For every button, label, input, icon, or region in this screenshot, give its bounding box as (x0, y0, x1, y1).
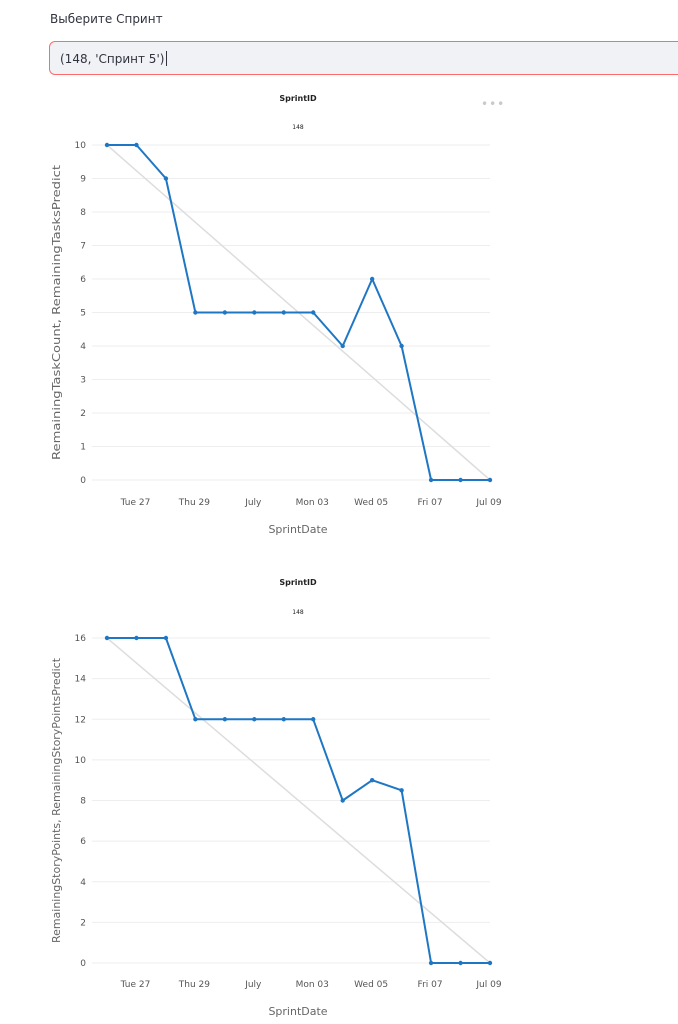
x-tick-label: Mon 03 (296, 980, 329, 990)
x-tick-label: Jul 09 (475, 498, 501, 508)
y-tick-label: 12 (75, 715, 86, 725)
x-tick-label: Wed 05 (354, 980, 388, 990)
data-point[interactable] (252, 310, 257, 315)
y-tick-label: 10 (75, 141, 87, 151)
y-tick-label: 7 (80, 242, 86, 252)
data-point[interactable] (487, 477, 493, 483)
data-point[interactable] (163, 176, 169, 181)
data-point[interactable] (193, 717, 198, 722)
sprint-select-text: (148, 'Спринт 5') (60, 52, 165, 66)
data-point[interactable] (134, 142, 139, 148)
y-tick-label: 5 (80, 309, 86, 319)
y-tick-label: 4 (80, 878, 86, 888)
data-point[interactable] (163, 635, 169, 641)
data-point[interactable] (458, 960, 463, 966)
x-tick-label: July (244, 980, 262, 990)
x-tick-label: Tue 27 (120, 980, 151, 990)
sprint-select-value[interactable]: (148, 'Спринт 5') (60, 51, 168, 66)
data-point[interactable] (340, 343, 345, 349)
y-tick-label: 1 (80, 443, 86, 453)
x-axis-label: SprintDate (268, 1005, 327, 1018)
actual-series-line (107, 637, 490, 964)
y-tick-label: 14 (75, 675, 87, 685)
x-tick-label: Mon 03 (296, 498, 329, 508)
sprint-select[interactable]: (148, 'Спринт 5') (49, 41, 678, 75)
y-tick-label: 2 (80, 409, 86, 419)
x-tick-label: Fri 07 (418, 980, 443, 990)
data-point[interactable] (399, 343, 404, 349)
y-tick-label: 9 (80, 175, 86, 185)
data-point[interactable] (487, 960, 493, 966)
chart-title: SprintID (279, 578, 317, 587)
data-point[interactable] (281, 717, 286, 722)
y-tick-label: 6 (80, 837, 86, 847)
x-tick-label: Wed 05 (354, 498, 388, 508)
y-tick-label: 2 (80, 918, 86, 928)
data-point[interactable] (222, 310, 228, 315)
y-tick-label: 10 (75, 756, 87, 766)
y-axis-label: RemainingTaskCount, RemainingTasksPredic… (50, 164, 63, 460)
actual-series-line (107, 144, 490, 481)
sprint-select-label: Выберите Спринт (50, 12, 163, 26)
data-point[interactable] (428, 960, 434, 966)
x-tick-label: Thu 29 (178, 980, 210, 990)
task-burndown-chart: 0 1 2 3 4 5 6 7 8 9 10 Tue 27 Thu 29 July Mon 03 Wed 05… (50, 94, 502, 536)
y-tick-label: 4 (80, 342, 86, 352)
predict-series-line (106, 637, 491, 964)
data-point[interactable] (222, 717, 228, 722)
x-tick-label: Tue 27 (120, 498, 151, 508)
data-point[interactable] (311, 717, 316, 722)
storypoints-burndown-chart: 0 2 4 6 8 10 12 14 16 Tue 27 Thu 29 July Mon 03 Wed 0… (50, 578, 502, 1018)
data-point[interactable] (399, 788, 404, 793)
y-tick-label: 0 (80, 959, 86, 969)
data-point[interactable] (369, 276, 375, 282)
y-tick-label: 6 (80, 275, 86, 285)
data-point[interactable] (281, 310, 286, 315)
chart-title: SprintID (279, 94, 317, 103)
y-tick-label: 0 (80, 476, 86, 486)
x-tick-label: Fri 07 (418, 498, 443, 508)
y-tick-label: 3 (80, 376, 86, 386)
data-point[interactable] (369, 777, 375, 783)
x-tick-label: July (244, 498, 262, 508)
more-horizontal-icon[interactable]: ••• (481, 97, 506, 111)
y-axis-label: RemainingStoryPoints, RemainingStoryPoin… (50, 657, 63, 943)
data-point[interactable] (458, 477, 463, 483)
x-axis-label: SprintDate (268, 523, 327, 536)
x-tick-label: Jul 09 (475, 980, 501, 990)
data-point[interactable] (340, 798, 345, 803)
data-point[interactable] (252, 717, 257, 722)
data-point[interactable] (193, 310, 198, 315)
y-tick-label: 8 (80, 208, 86, 218)
x-tick-label: Thu 29 (178, 498, 210, 508)
data-point[interactable] (104, 142, 110, 148)
y-tick-label: 16 (75, 634, 87, 644)
text-caret (166, 51, 168, 66)
chart-subtitle: 148 (292, 124, 304, 131)
data-point[interactable] (104, 635, 110, 641)
chart-subtitle: 148 (292, 609, 304, 616)
data-point[interactable] (311, 310, 316, 315)
data-point[interactable] (134, 635, 139, 641)
y-tick-label: 8 (80, 797, 86, 807)
data-point[interactable] (428, 477, 434, 483)
